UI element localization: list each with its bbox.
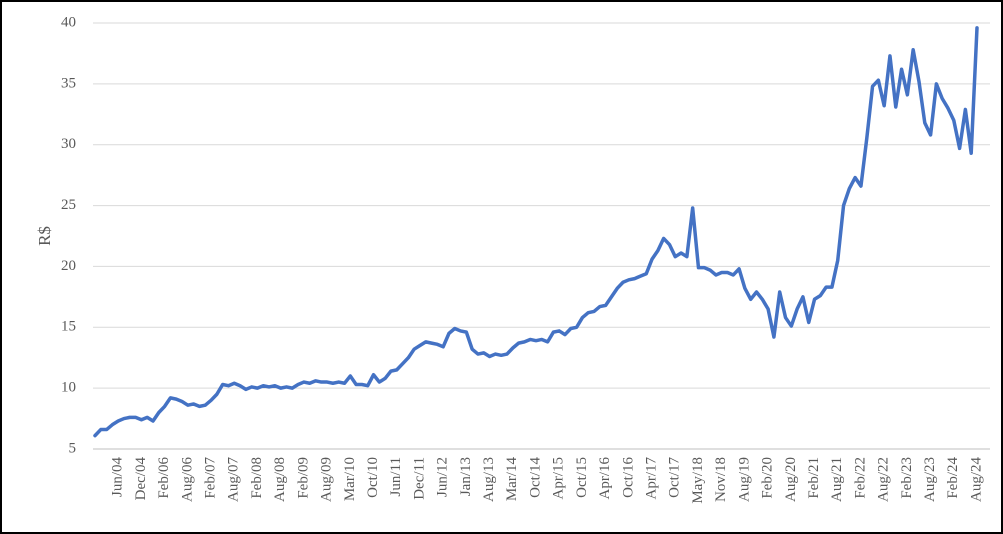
x-tick-label: Feb/23 <box>899 457 915 499</box>
y-tick-label: 5 <box>69 440 77 456</box>
y-tick-label: 15 <box>61 319 76 335</box>
y-tick-label: 40 <box>61 14 76 30</box>
x-tick-label: Apr/16 <box>597 457 613 500</box>
y-tick-label: 20 <box>61 258 76 274</box>
y-tick-label: 25 <box>61 197 76 213</box>
x-tick-label: Aug/13 <box>481 457 497 502</box>
x-tick-label: Oct/15 <box>574 457 590 498</box>
x-tick-label: Jun/04 <box>110 457 126 498</box>
x-tick-label: Feb/09 <box>295 457 311 499</box>
x-tick-label: Dec/11 <box>411 457 427 500</box>
x-tick-label: Apr/15 <box>551 457 567 500</box>
x-tick-label: Dec/04 <box>133 457 149 501</box>
x-tick-label: Oct/10 <box>365 457 381 498</box>
x-tick-label: Feb/21 <box>806 457 822 499</box>
y-tick-label: 10 <box>61 380 76 396</box>
x-tick-label: Aug/08 <box>272 457 288 502</box>
x-tick-label: Aug/22 <box>876 457 892 502</box>
x-tick-label: Feb/22 <box>852 457 868 499</box>
x-tick-label: Nov/18 <box>713 457 729 502</box>
y-axis-title: R$ <box>35 226 54 246</box>
data-line <box>93 26 979 438</box>
x-tick-label: Oct/16 <box>620 457 636 498</box>
x-tick-label: Feb/20 <box>760 457 776 499</box>
x-tick-label: Aug/06 <box>179 457 195 503</box>
x-tick-label: Jun/12 <box>435 457 451 497</box>
y-tick-label: 30 <box>61 136 76 152</box>
x-tick-label: Feb/08 <box>249 457 265 499</box>
x-tick-label: Apr/17 <box>643 457 659 500</box>
x-tick-label: Aug/21 <box>829 457 845 502</box>
x-tick-label: May/18 <box>690 457 706 504</box>
x-tick-label: Feb/06 <box>156 457 172 499</box>
x-tick-label: Aug/07 <box>226 457 242 503</box>
x-tick-label: Aug/24 <box>968 457 984 503</box>
x-tick-label: Mar/10 <box>342 457 358 501</box>
x-tick-label: Jan/13 <box>458 457 474 496</box>
x-tick-label: Oct/17 <box>667 457 683 498</box>
x-tick-label: Aug/09 <box>319 457 335 502</box>
x-tick-label: Aug/23 <box>922 457 938 502</box>
x-tick-label: Mar/14 <box>504 457 520 502</box>
x-tick-label: Aug/20 <box>783 457 799 502</box>
x-tick-label: Oct/14 <box>527 457 543 498</box>
y-tick-label: 35 <box>61 75 76 91</box>
x-tick-label: Feb/07 <box>202 457 218 499</box>
x-tick-label: Feb/24 <box>945 457 961 499</box>
x-tick-label: Jun/11 <box>388 457 404 496</box>
x-tick-label: Aug/19 <box>736 457 752 502</box>
